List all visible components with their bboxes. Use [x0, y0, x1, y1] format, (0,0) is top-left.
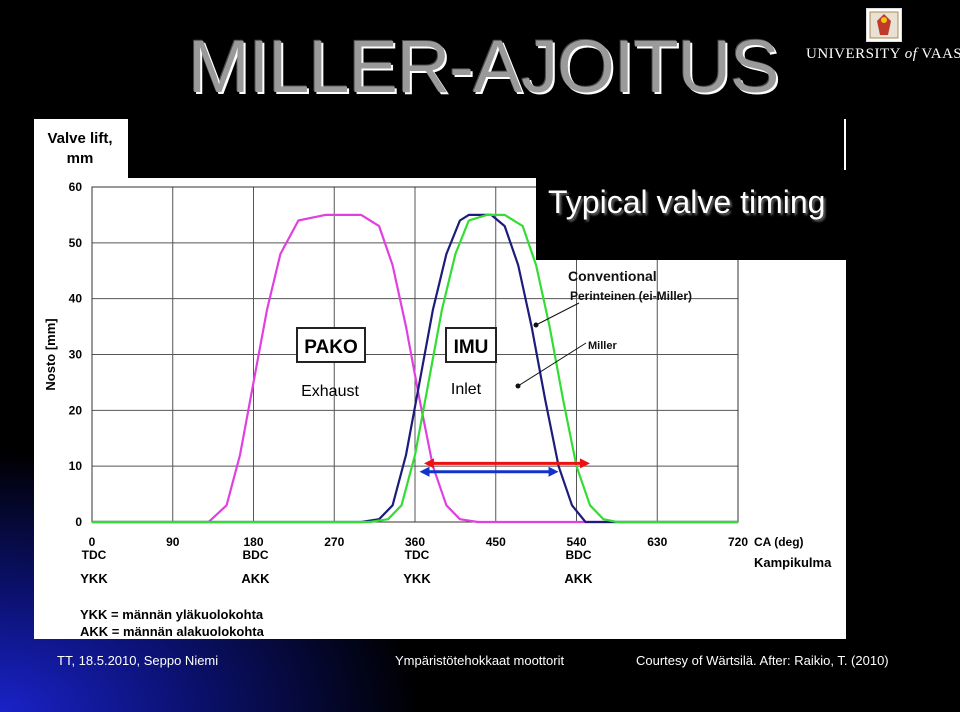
y-tick-label: 20: [69, 403, 83, 417]
miller-pointer-dot: [515, 383, 521, 389]
dead-centre-code: BDC: [566, 548, 592, 562]
x-tick-label: 180: [243, 535, 263, 549]
x-axis-label-en: CA (deg): [754, 535, 804, 549]
footer-left: TT, 18.5.2010, Seppo Niemi: [57, 653, 219, 668]
x-tick-label: 450: [486, 535, 506, 549]
y-axis-label-en-line2: mm: [67, 150, 94, 167]
exhaust-label: Exhaust: [301, 383, 359, 400]
series-line-exhaust: [92, 213, 738, 524]
y-tick-label: 0: [75, 515, 82, 529]
arrow-head-left-conventional-duration: [423, 458, 434, 469]
dead-centre-fi: AKK: [564, 571, 593, 586]
legend-note: AKK = männän alakuolokohta: [80, 624, 265, 639]
conventional-pointer: [535, 302, 580, 326]
chart-heading: Typical valve timing: [548, 184, 826, 220]
dead-centre-fi: YKK: [403, 571, 431, 586]
y-tick-label: 40: [69, 292, 83, 306]
university-logo-text: UNIVERSITY of VAASA: [806, 46, 960, 63]
dead-centre-code: TDC: [82, 548, 107, 562]
x-axis-label-fi: Kampikulma: [754, 555, 832, 570]
arrow-head-left-miller-duration: [419, 466, 430, 477]
x-tick-label: 630: [647, 535, 667, 549]
university-emblem-icon: [866, 8, 902, 42]
y-tick-label: 50: [69, 236, 83, 250]
imu-box: [445, 327, 497, 363]
logo-text-b: VAASA: [921, 46, 960, 62]
footer-center: Ympäristötehokkaat moottorit: [395, 653, 565, 668]
chart-svg: 0 10 20 30 40 50 60 0 90 180 270 360 450 540 630 720 TDC…: [43, 130, 832, 639]
y-axis-label-fi: Nosto [mm]: [43, 318, 58, 390]
y-axis-label-en-line1: Valve lift,: [47, 130, 112, 147]
x-tick-label: 90: [166, 535, 180, 549]
y-tick-label: 60: [69, 180, 83, 194]
dead-centre-fi: AKK: [241, 571, 270, 586]
x-tick-label: 720: [728, 535, 748, 549]
footer-right: Courtesy of Wärtsilä. After: Raikio, T. …: [636, 653, 889, 668]
arrow-head-right-miller-duration: [548, 466, 559, 477]
perinteinen-label: Perinteinen (ei-Miller): [570, 289, 692, 303]
x-tick-label: 360: [405, 535, 425, 549]
x-tick-label: 270: [324, 535, 344, 549]
slide-title: MILLER-AJOITUS: [188, 25, 779, 108]
arrow-head-right-conventional-duration: [579, 458, 590, 469]
dead-centre-fi: YKK: [80, 571, 108, 586]
x-tick-label: 540: [566, 535, 586, 549]
logo-text-a: UNIVERSITY: [806, 46, 905, 62]
legend-note: YKK = männän yläkuolokohta: [80, 607, 264, 622]
imu-label: IMU: [454, 337, 489, 358]
dead-centre-code: BDC: [243, 548, 269, 562]
conventional-label: Conventional: [568, 268, 657, 284]
miller-pointer: [517, 342, 587, 387]
pako-label: PAKO: [304, 337, 357, 358]
conventional-pointer-dot: [533, 322, 539, 328]
miller-label: Miller: [588, 340, 617, 352]
heading-overlay: [536, 170, 846, 260]
inlet-label: Inlet: [451, 381, 482, 398]
y-tick-label: 30: [69, 348, 83, 362]
y-tick-label: 10: [69, 459, 83, 473]
plot-frame: [91, 186, 739, 523]
series-line-conventional: [92, 213, 738, 524]
series-line-miller: [92, 213, 738, 524]
pako-box: [296, 327, 366, 363]
x-tick-label: 0: [89, 535, 96, 549]
dead-centre-code: TDC: [405, 548, 430, 562]
logo-text-of: of: [904, 46, 918, 62]
chart-top-overlay: [128, 119, 844, 178]
